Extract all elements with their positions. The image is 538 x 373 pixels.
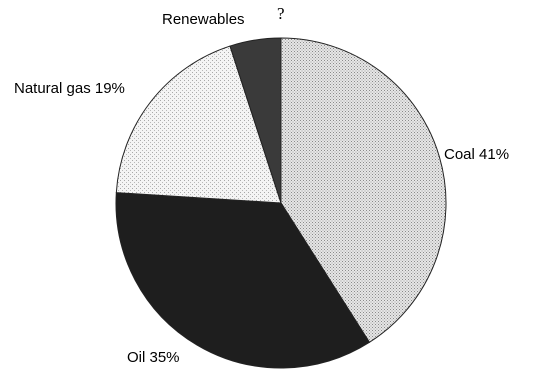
- pie-slice-renewables: [229, 37, 282, 204]
- renewables-unknown-value: ?: [277, 4, 285, 23]
- slice-label-natural-gas: Natural gas 19%: [14, 80, 125, 97]
- pie-slice-coal: [280, 37, 447, 344]
- pie-labels: Coal 41% Oil 35% Natural gas 19% Renewab…: [14, 4, 509, 366]
- pie-slice-natural-gas: [115, 45, 282, 204]
- slice-label-renewables: Renewables: [162, 11, 245, 28]
- pie-slice-oil: [115, 192, 371, 369]
- pie-slices: [115, 37, 447, 369]
- slice-label-oil: Oil 35%: [127, 349, 180, 366]
- slice-label-coal: Coal 41%: [444, 146, 509, 163]
